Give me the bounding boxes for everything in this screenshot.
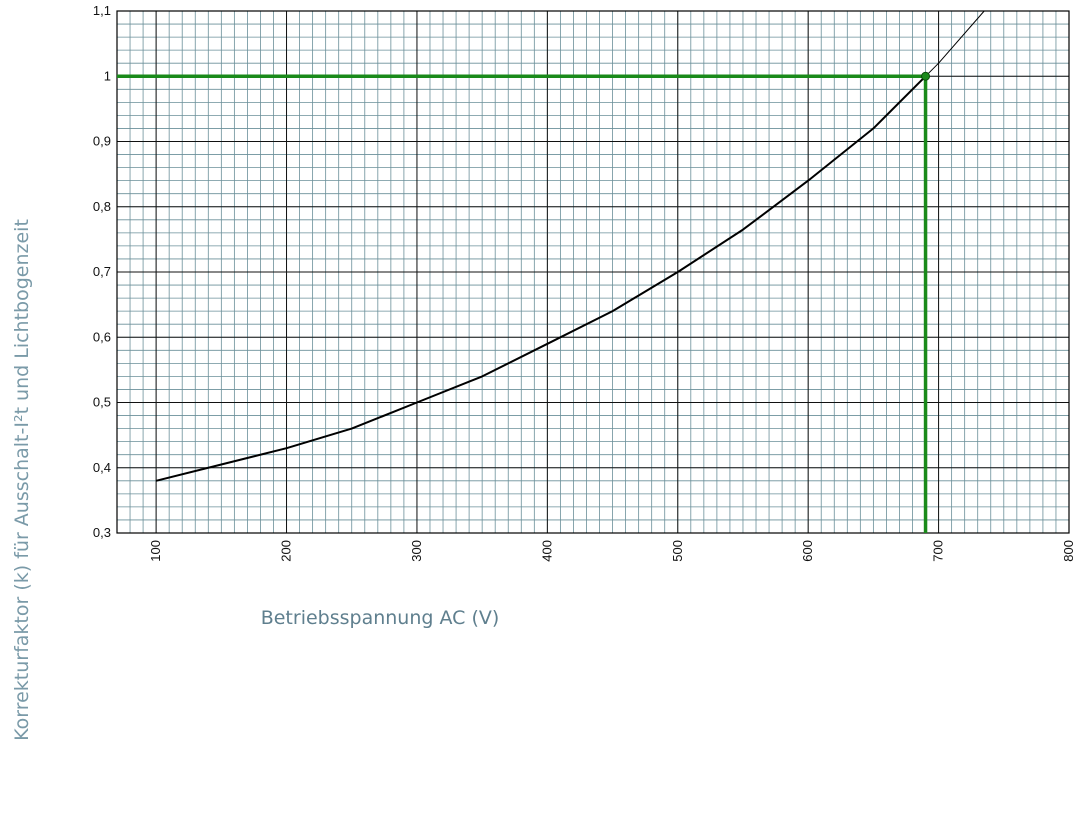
y-tick-label: 0,8: [93, 199, 111, 214]
y-tick-label: 0,5: [93, 395, 111, 410]
series-line: [155, 75, 927, 482]
x-tick-label: 800: [1061, 540, 1076, 562]
x-tick-label: 600: [800, 540, 815, 562]
x-tick-label: 100: [148, 540, 163, 562]
series-layer: [155, 10, 985, 482]
x-tick-label: 500: [670, 540, 685, 562]
y-tick-label: 1: [104, 68, 111, 83]
plot-frame: [116, 10, 1070, 534]
y-tick-label: 0,7: [93, 264, 111, 279]
x-tick-label: 300: [409, 540, 424, 562]
y-tick-label: 0,3: [93, 525, 111, 540]
x-tick-labels: 100 200 300 400 500 600 700 800: [148, 540, 1076, 562]
y-tick-label: 0,4: [93, 460, 111, 475]
series-line-extension: [925, 10, 985, 77]
x-tick-label: 400: [539, 540, 554, 562]
y-tick-label: 0,9: [93, 134, 111, 149]
x-axis-label: Betriebsspannung AC (V): [261, 607, 500, 629]
reference-lines: [117, 74, 928, 533]
x-tick-label: 700: [931, 540, 946, 562]
y-tick-label: 0,6: [93, 329, 111, 344]
y-tick-label: 1,1: [93, 3, 111, 18]
reference-point: [921, 71, 931, 81]
y-tick-labels: 0,3 0,4 0,5 0,6 0,7 0,8 0,9 1 1,1: [93, 3, 111, 540]
x-tick-label: 200: [279, 540, 294, 562]
y-axis-label: Korrekturfaktor (k) für Ausschalt-I²t un…: [11, 219, 33, 741]
